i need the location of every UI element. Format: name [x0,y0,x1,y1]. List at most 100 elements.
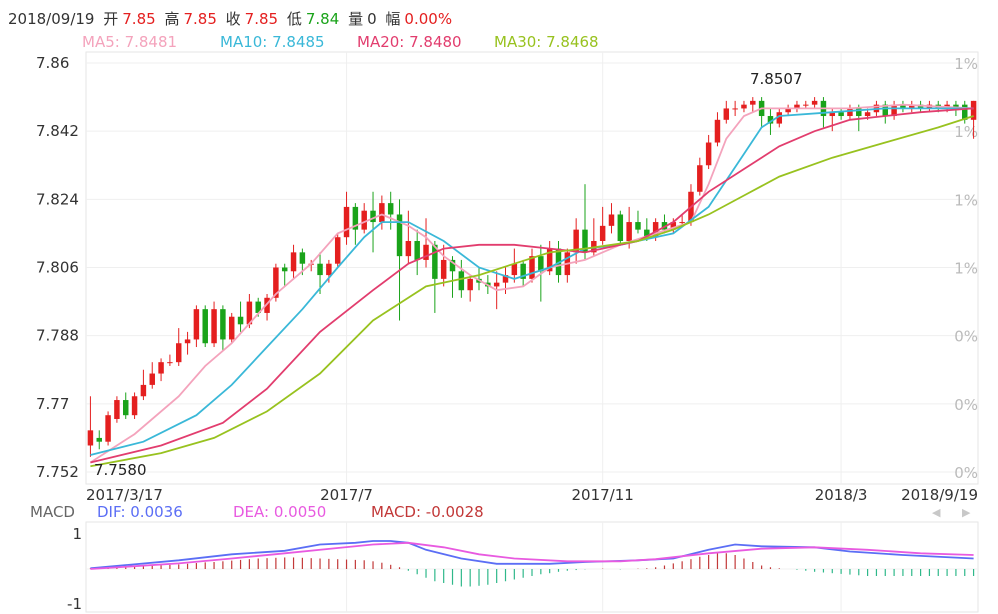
candle-body [838,112,844,117]
candle-body [396,214,403,257]
candle [520,259,526,287]
close-label: 收 [225,10,241,28]
candle-body [714,119,721,143]
candle-body [750,100,756,105]
y-tick-label: 7.824 [36,190,79,208]
ma-line-ma5 [89,103,974,464]
candle-body [847,108,853,117]
candle-body [776,112,783,124]
open-label: 开 [103,10,119,28]
candle-body [599,225,606,241]
macd-y-tick-label: -1 [67,595,82,613]
candle-body [626,222,632,241]
high-value: 7.85 [183,10,217,28]
candle [167,354,173,366]
candle-body [361,210,367,230]
candle-body [237,316,244,325]
ma-line-ma30 [90,115,974,468]
x-tick-label: 2017/7 [320,486,373,504]
y-right-label: 0% [954,464,978,482]
candle [962,100,968,124]
candle [193,305,200,348]
x-tick-label: 2018/3 [815,486,868,504]
candle [414,229,420,276]
candle-body [184,339,191,344]
dif-line [90,540,974,570]
candle-body [467,278,473,291]
open-value: 7.85 [122,10,156,28]
volume-value: 0 [367,10,377,28]
candle-body [794,104,800,109]
candle-body [255,301,261,313]
candle-body [811,100,818,105]
y-right-label: 1% [954,55,978,73]
candle-body [891,104,897,117]
candle-body [767,116,774,124]
candle-body [131,396,138,416]
candle [334,233,341,268]
candle-body [352,206,359,230]
candle [714,112,721,147]
candle [237,301,244,332]
y-right-label: 0% [954,396,978,414]
candle-body [281,267,288,272]
ma-line-ma10 [90,107,974,456]
candle [87,396,94,457]
candle-body [785,108,791,113]
candle-body [582,229,588,253]
candle-body [741,104,747,109]
candle-body [909,104,915,109]
y-tick-label: 7.752 [36,463,79,481]
candle [838,108,844,120]
candle [599,206,606,245]
candle-body [193,309,200,340]
candle [750,97,756,113]
candle [891,100,897,120]
candle-body [423,244,429,260]
candle [281,263,288,287]
y-tick-label: 7.86 [36,54,69,72]
candle [440,244,447,287]
candle-body [502,275,509,283]
candle-body [652,222,659,238]
y-tick-label: 7.842 [36,122,79,140]
candle-body [705,142,712,166]
candle [379,195,385,230]
candle-body [511,263,518,276]
candle-body [211,309,217,344]
triangle-right-icon[interactable]: ▶ [962,506,971,519]
candle [140,369,147,401]
candle-body [608,214,615,226]
candle [635,210,641,234]
candle-body [520,263,526,279]
candle-body [546,248,553,272]
candle-body [414,240,420,260]
candle-body [697,165,703,192]
candle-body [829,112,836,117]
candle-body [405,240,412,257]
change-label: 幅 [385,10,401,28]
dea-legend: DEA: 0.0050 [233,503,327,521]
candle [175,328,182,366]
x-tick-label: 2017/3/17 [86,486,163,504]
candle-body [167,362,173,364]
y-tick-label: 7.788 [36,327,79,345]
candle-body [962,104,968,120]
candle-body [458,271,465,291]
y-right-label: 1% [954,260,978,278]
candle-body [317,263,323,276]
candle-body [644,229,650,238]
candle [882,100,889,124]
candle-body [158,362,164,374]
candle [970,100,977,139]
candle [370,191,376,253]
candle-body [105,415,111,442]
candle [705,134,712,170]
candle [387,191,394,230]
candle [264,294,270,321]
candle-body [202,309,208,344]
triangle-left-icon[interactable]: ◀ [932,506,941,519]
macd-value-legend: MACD: -0.0028 [371,503,484,521]
dea-line [90,541,974,570]
candle [900,100,906,113]
